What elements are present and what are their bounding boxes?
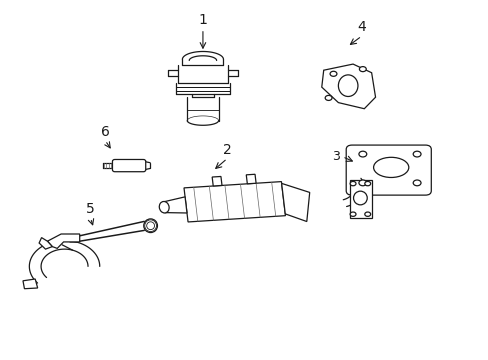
Polygon shape <box>23 279 38 289</box>
Text: 4: 4 <box>357 20 366 34</box>
Polygon shape <box>163 197 186 213</box>
Circle shape <box>358 151 366 157</box>
Text: 6: 6 <box>101 125 109 139</box>
Polygon shape <box>47 234 80 248</box>
Text: 1: 1 <box>198 13 207 27</box>
Circle shape <box>329 71 336 76</box>
FancyBboxPatch shape <box>112 159 145 172</box>
Circle shape <box>349 181 355 186</box>
FancyBboxPatch shape <box>346 145 430 195</box>
Text: 3: 3 <box>331 150 339 163</box>
Ellipse shape <box>146 222 154 230</box>
Polygon shape <box>246 174 256 184</box>
Ellipse shape <box>373 157 408 177</box>
Ellipse shape <box>144 220 156 231</box>
Text: 2: 2 <box>223 143 231 157</box>
Circle shape <box>359 67 366 72</box>
Circle shape <box>364 181 370 186</box>
Polygon shape <box>212 176 222 186</box>
Text: 5: 5 <box>86 202 95 216</box>
Circle shape <box>358 180 366 186</box>
Circle shape <box>412 151 420 157</box>
Circle shape <box>349 212 355 216</box>
Polygon shape <box>321 64 375 109</box>
Polygon shape <box>183 181 285 222</box>
Ellipse shape <box>338 75 357 96</box>
Polygon shape <box>281 183 309 221</box>
Ellipse shape <box>159 202 169 213</box>
Circle shape <box>325 95 331 100</box>
Polygon shape <box>349 180 371 218</box>
Circle shape <box>412 180 420 186</box>
Polygon shape <box>39 238 52 249</box>
Ellipse shape <box>143 219 157 233</box>
Ellipse shape <box>353 191 366 205</box>
Circle shape <box>364 212 370 216</box>
